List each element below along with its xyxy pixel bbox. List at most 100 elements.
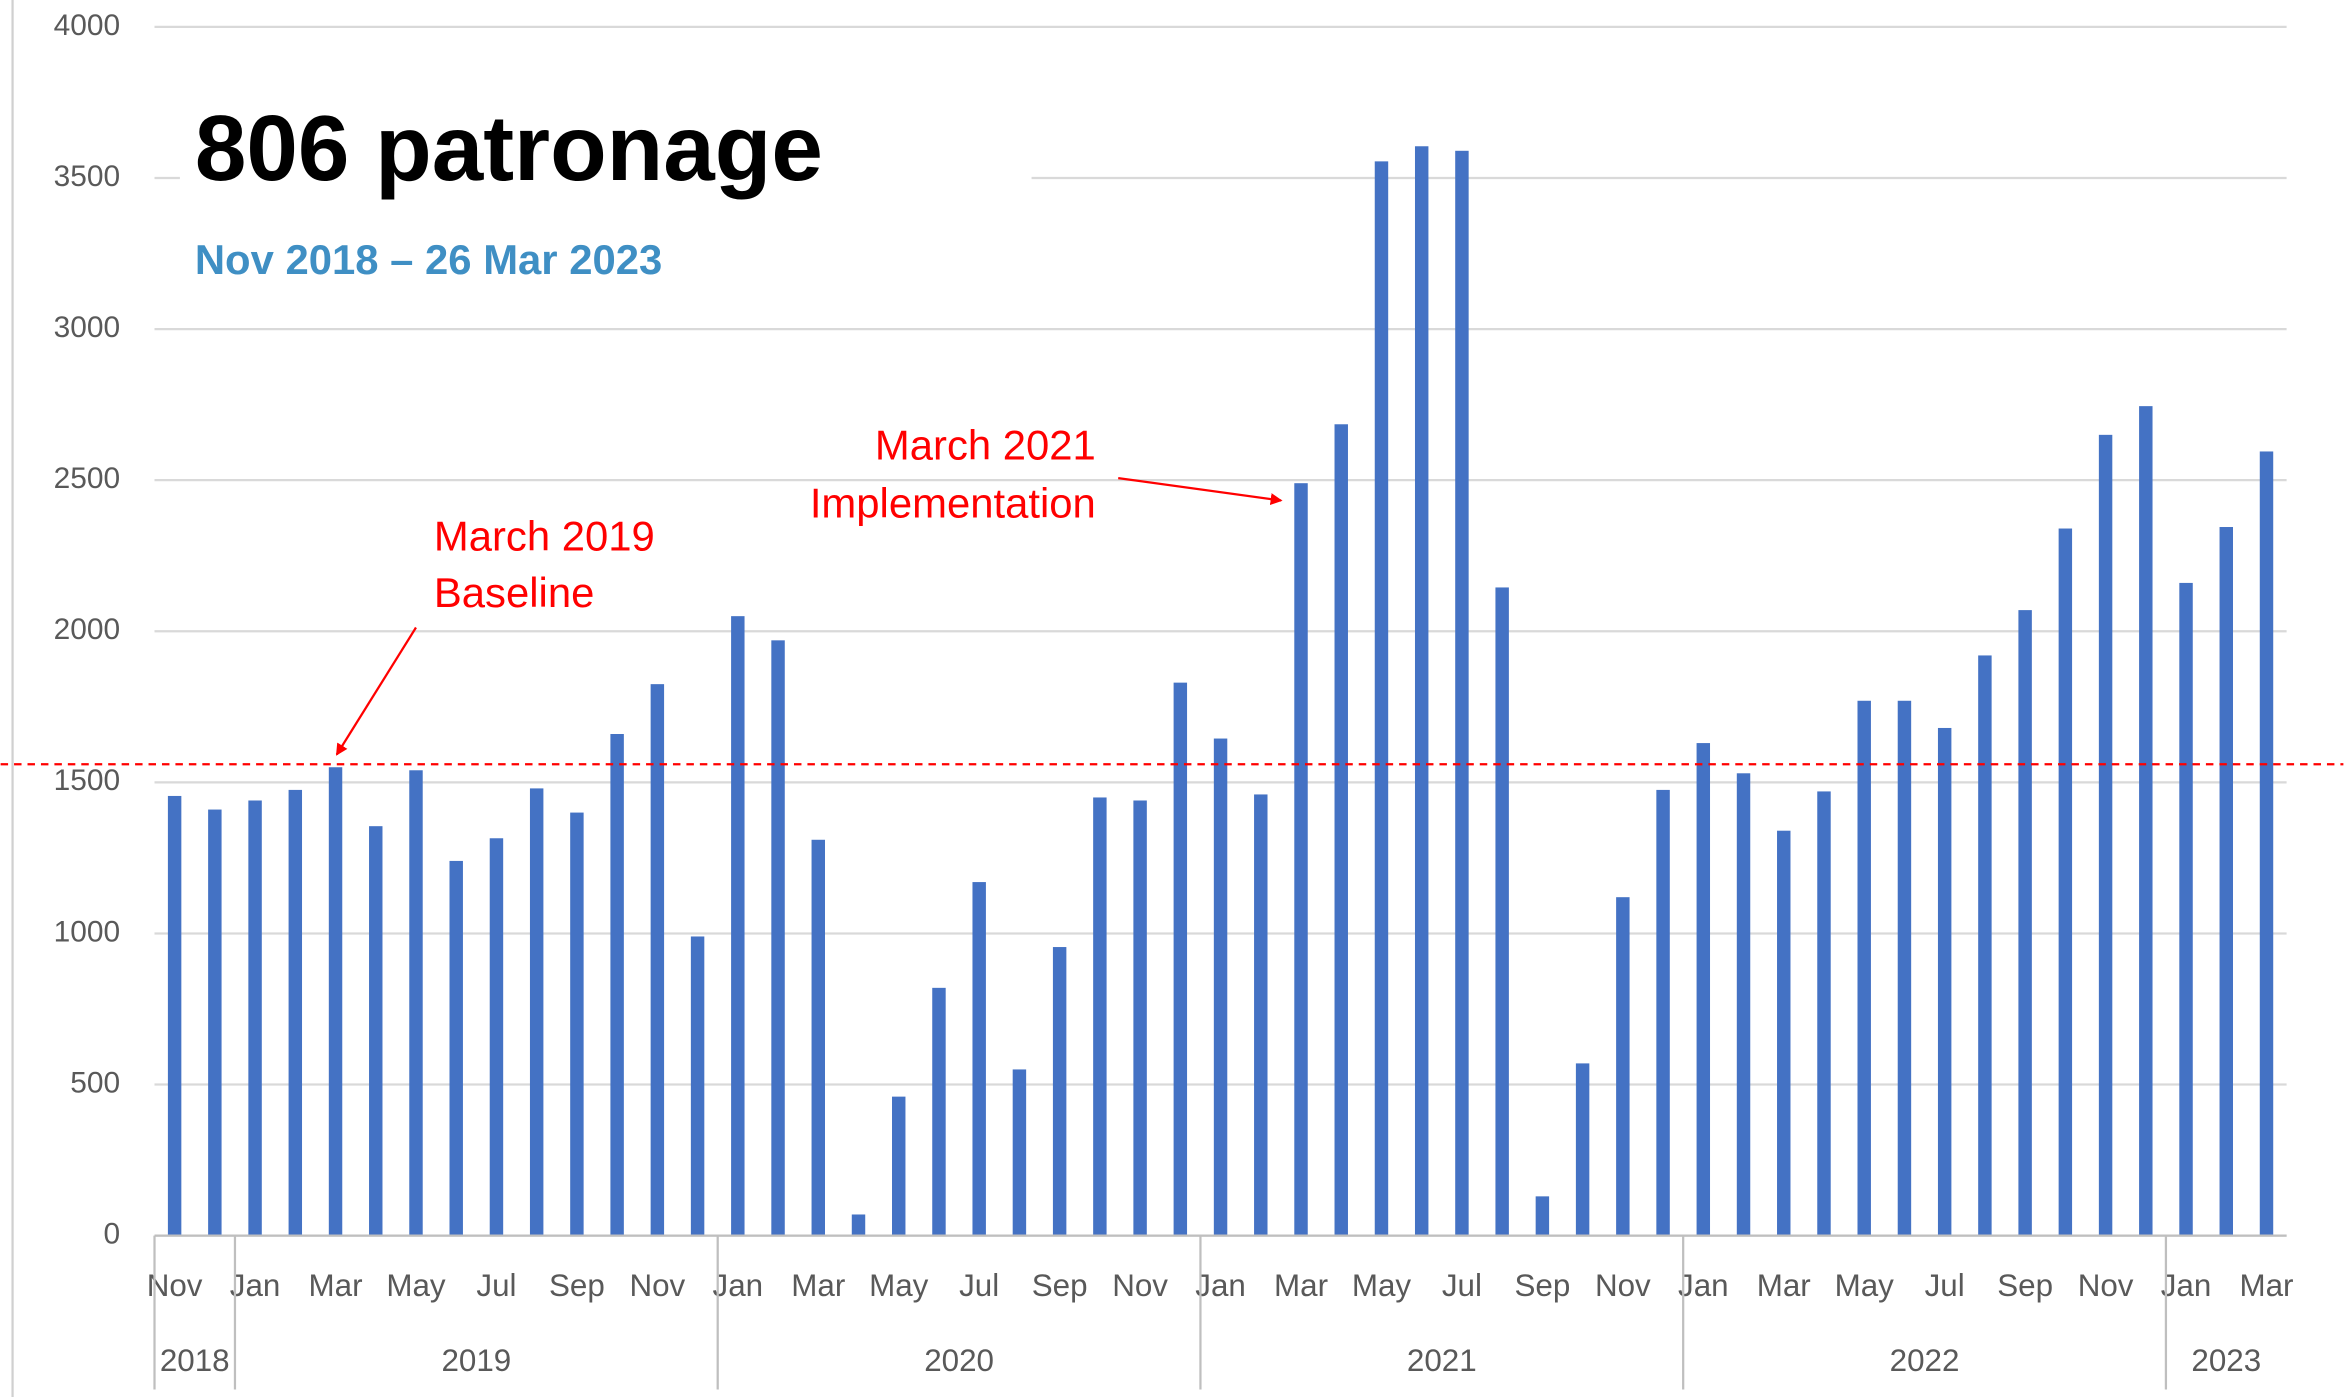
bar — [1213, 738, 1228, 1236]
x-tick-label: Mar — [309, 1268, 363, 1303]
bar — [2058, 528, 2073, 1236]
bar — [1133, 800, 1147, 1236]
bar — [1455, 150, 1469, 1236]
x-tick-label: May — [1835, 1268, 1895, 1303]
x-tick-label: Jul — [1442, 1268, 1482, 1303]
bar — [811, 839, 825, 1236]
bar — [1696, 743, 1711, 1236]
bar — [489, 838, 504, 1236]
bar — [972, 882, 986, 1236]
year-label: 2021 — [1407, 1343, 1477, 1378]
x-tick-label: Jan — [1195, 1268, 1246, 1303]
y-tick-label: 4000 — [54, 9, 120, 42]
bar — [2259, 451, 2274, 1236]
bar — [1294, 483, 1308, 1236]
title-backing — [179, 82, 1032, 292]
bar — [1173, 682, 1188, 1236]
x-tick-label: May — [1352, 1268, 1412, 1303]
bar — [1052, 947, 1067, 1236]
chart-title: 806 patronage — [195, 96, 823, 200]
bar — [1254, 794, 1268, 1236]
annotation-text: Implementation — [810, 480, 1096, 527]
x-tick-label: May — [869, 1268, 929, 1303]
bar — [167, 795, 182, 1236]
bar — [610, 734, 624, 1236]
year-label: 2019 — [441, 1343, 511, 1378]
year-label: 2020 — [924, 1343, 994, 1378]
bar — [1937, 727, 1952, 1236]
bar — [771, 640, 785, 1236]
x-tick-label: Sep — [1514, 1268, 1570, 1303]
year-label: 2022 — [1890, 1343, 1960, 1378]
bar — [1012, 1069, 1027, 1236]
x-tick-label: Sep — [1032, 1268, 1088, 1303]
x-tick-label: Sep — [549, 1268, 605, 1303]
bar — [1777, 830, 1791, 1236]
bar — [731, 616, 745, 1236]
x-tick-label: Jan — [230, 1268, 281, 1303]
bar — [1414, 146, 1429, 1236]
x-tick-label: Jan — [2161, 1268, 2212, 1303]
bar — [2098, 434, 2113, 1236]
x-tick-label: Mar — [791, 1268, 845, 1303]
bar — [1736, 773, 1751, 1236]
bar — [570, 812, 584, 1236]
bar — [328, 767, 343, 1236]
bar — [1374, 161, 1389, 1236]
x-tick-label: Jul — [476, 1268, 516, 1303]
annotation-text: March 2019 — [434, 512, 655, 559]
annotation-arrow — [1118, 477, 1283, 506]
bar — [1817, 791, 1831, 1236]
bar — [1978, 655, 1992, 1236]
year-label: 2018 — [160, 1343, 230, 1378]
bar — [892, 1096, 906, 1236]
bar — [932, 987, 946, 1236]
annotation-arrow — [335, 626, 417, 756]
bar — [1656, 789, 1670, 1236]
bar — [529, 788, 544, 1236]
x-tick-label: Mar — [1274, 1268, 1328, 1303]
x-tick-label: Mar — [1757, 1268, 1811, 1303]
y-tick-label: 0 — [104, 1218, 121, 1251]
x-tick-label: Nov — [2078, 1268, 2134, 1303]
bar — [1334, 424, 1348, 1236]
y-tick-label: 2000 — [54, 613, 120, 646]
x-tick-label: Nov — [1595, 1268, 1651, 1303]
x-tick-label: Nov — [147, 1268, 203, 1303]
bar — [248, 800, 262, 1236]
bar — [288, 789, 303, 1236]
x-tick-label: Sep — [1997, 1268, 2053, 1303]
x-tick-label: Nov — [629, 1268, 685, 1303]
y-tick-label: 3000 — [54, 311, 120, 344]
bar — [208, 809, 222, 1236]
bar — [1897, 700, 1912, 1236]
bar — [2018, 610, 2032, 1236]
bar — [2139, 406, 2153, 1236]
bar — [449, 860, 463, 1236]
x-tick-label: Jul — [1925, 1268, 1965, 1303]
annotation-text: March 2021 — [875, 421, 1096, 468]
bar — [1575, 1063, 1590, 1236]
bar — [1616, 897, 1630, 1236]
bar — [690, 936, 705, 1236]
bar — [2219, 527, 2233, 1236]
x-tick-label: Jan — [713, 1268, 764, 1303]
y-tick-label: 500 — [70, 1066, 120, 1099]
y-tick-label: 3500 — [54, 160, 120, 193]
bar — [2179, 582, 2193, 1236]
bar — [650, 684, 665, 1236]
bar — [1495, 587, 1509, 1236]
bar — [1093, 797, 1107, 1236]
x-tick-label: Jan — [1678, 1268, 1729, 1303]
bar — [409, 770, 423, 1236]
x-tick-label: Mar — [2239, 1268, 2293, 1303]
bar — [851, 1214, 866, 1236]
y-tick-label: 1000 — [54, 915, 120, 948]
x-tick-label: Nov — [1112, 1268, 1168, 1303]
bar — [1535, 1196, 1550, 1236]
annotation-text: Baseline — [434, 569, 594, 616]
bar — [369, 826, 383, 1236]
year-label: 2023 — [2191, 1343, 2261, 1378]
bar — [1857, 700, 1871, 1236]
